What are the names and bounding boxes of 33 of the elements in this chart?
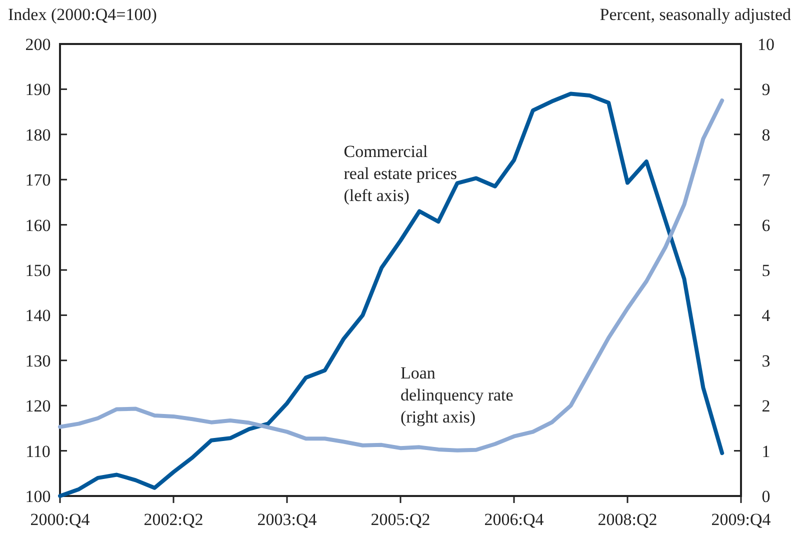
y2-tick-label: 9 (762, 80, 770, 100)
y2-tick-label: 0 (762, 486, 770, 506)
y2-tick-label: 6 (762, 216, 770, 235)
y-tick-label: 140 (25, 306, 51, 326)
y-tick-label: 160 (25, 216, 51, 235)
x-tick-label: 2005:Q2 (370, 510, 430, 529)
y-tick-label: 150 (25, 260, 51, 280)
y2-tick-label: 5 (762, 260, 770, 280)
y-tick-label: 170 (25, 170, 51, 190)
y-tick-label: 200 (25, 34, 51, 54)
x-tick-label: 2003:Q4 (257, 510, 318, 529)
x-tick-label: 2000:Q4 (30, 510, 90, 529)
y2-tick-label: 10 (758, 34, 774, 54)
series-label: Commercial real estate prices (left axis) (344, 142, 458, 205)
y-tick-label: 180 (25, 125, 51, 144)
y-tick-label: 100 (25, 486, 51, 506)
x-tick-label: 2009:Q4 (711, 510, 772, 529)
x-tick-label: 2008:Q2 (598, 510, 658, 529)
y2-tick-label: 8 (762, 125, 770, 144)
y2-axis-title: Percent, seasonally adjusted (600, 5, 792, 24)
x-tick-label: 2002:Q2 (144, 510, 204, 529)
y-tick-label: 190 (25, 80, 51, 100)
y-tick-label: 110 (26, 442, 50, 461)
y2-tick-label: 2 (762, 396, 770, 416)
y2-tick-label: 7 (762, 170, 771, 190)
y2-tick-label: 4 (762, 306, 771, 326)
x-tick-label: 2006:Q4 (484, 510, 544, 529)
y2-tick-label: 1 (762, 442, 770, 461)
y-axis-title: Index (2000:Q4=100) (8, 5, 157, 24)
series-label: Loan delinquency rate (right axis) (400, 363, 514, 426)
y2-tick-label: 3 (762, 351, 770, 370)
y-tick-label: 130 (25, 351, 51, 370)
y-tick-label: 120 (25, 396, 51, 416)
